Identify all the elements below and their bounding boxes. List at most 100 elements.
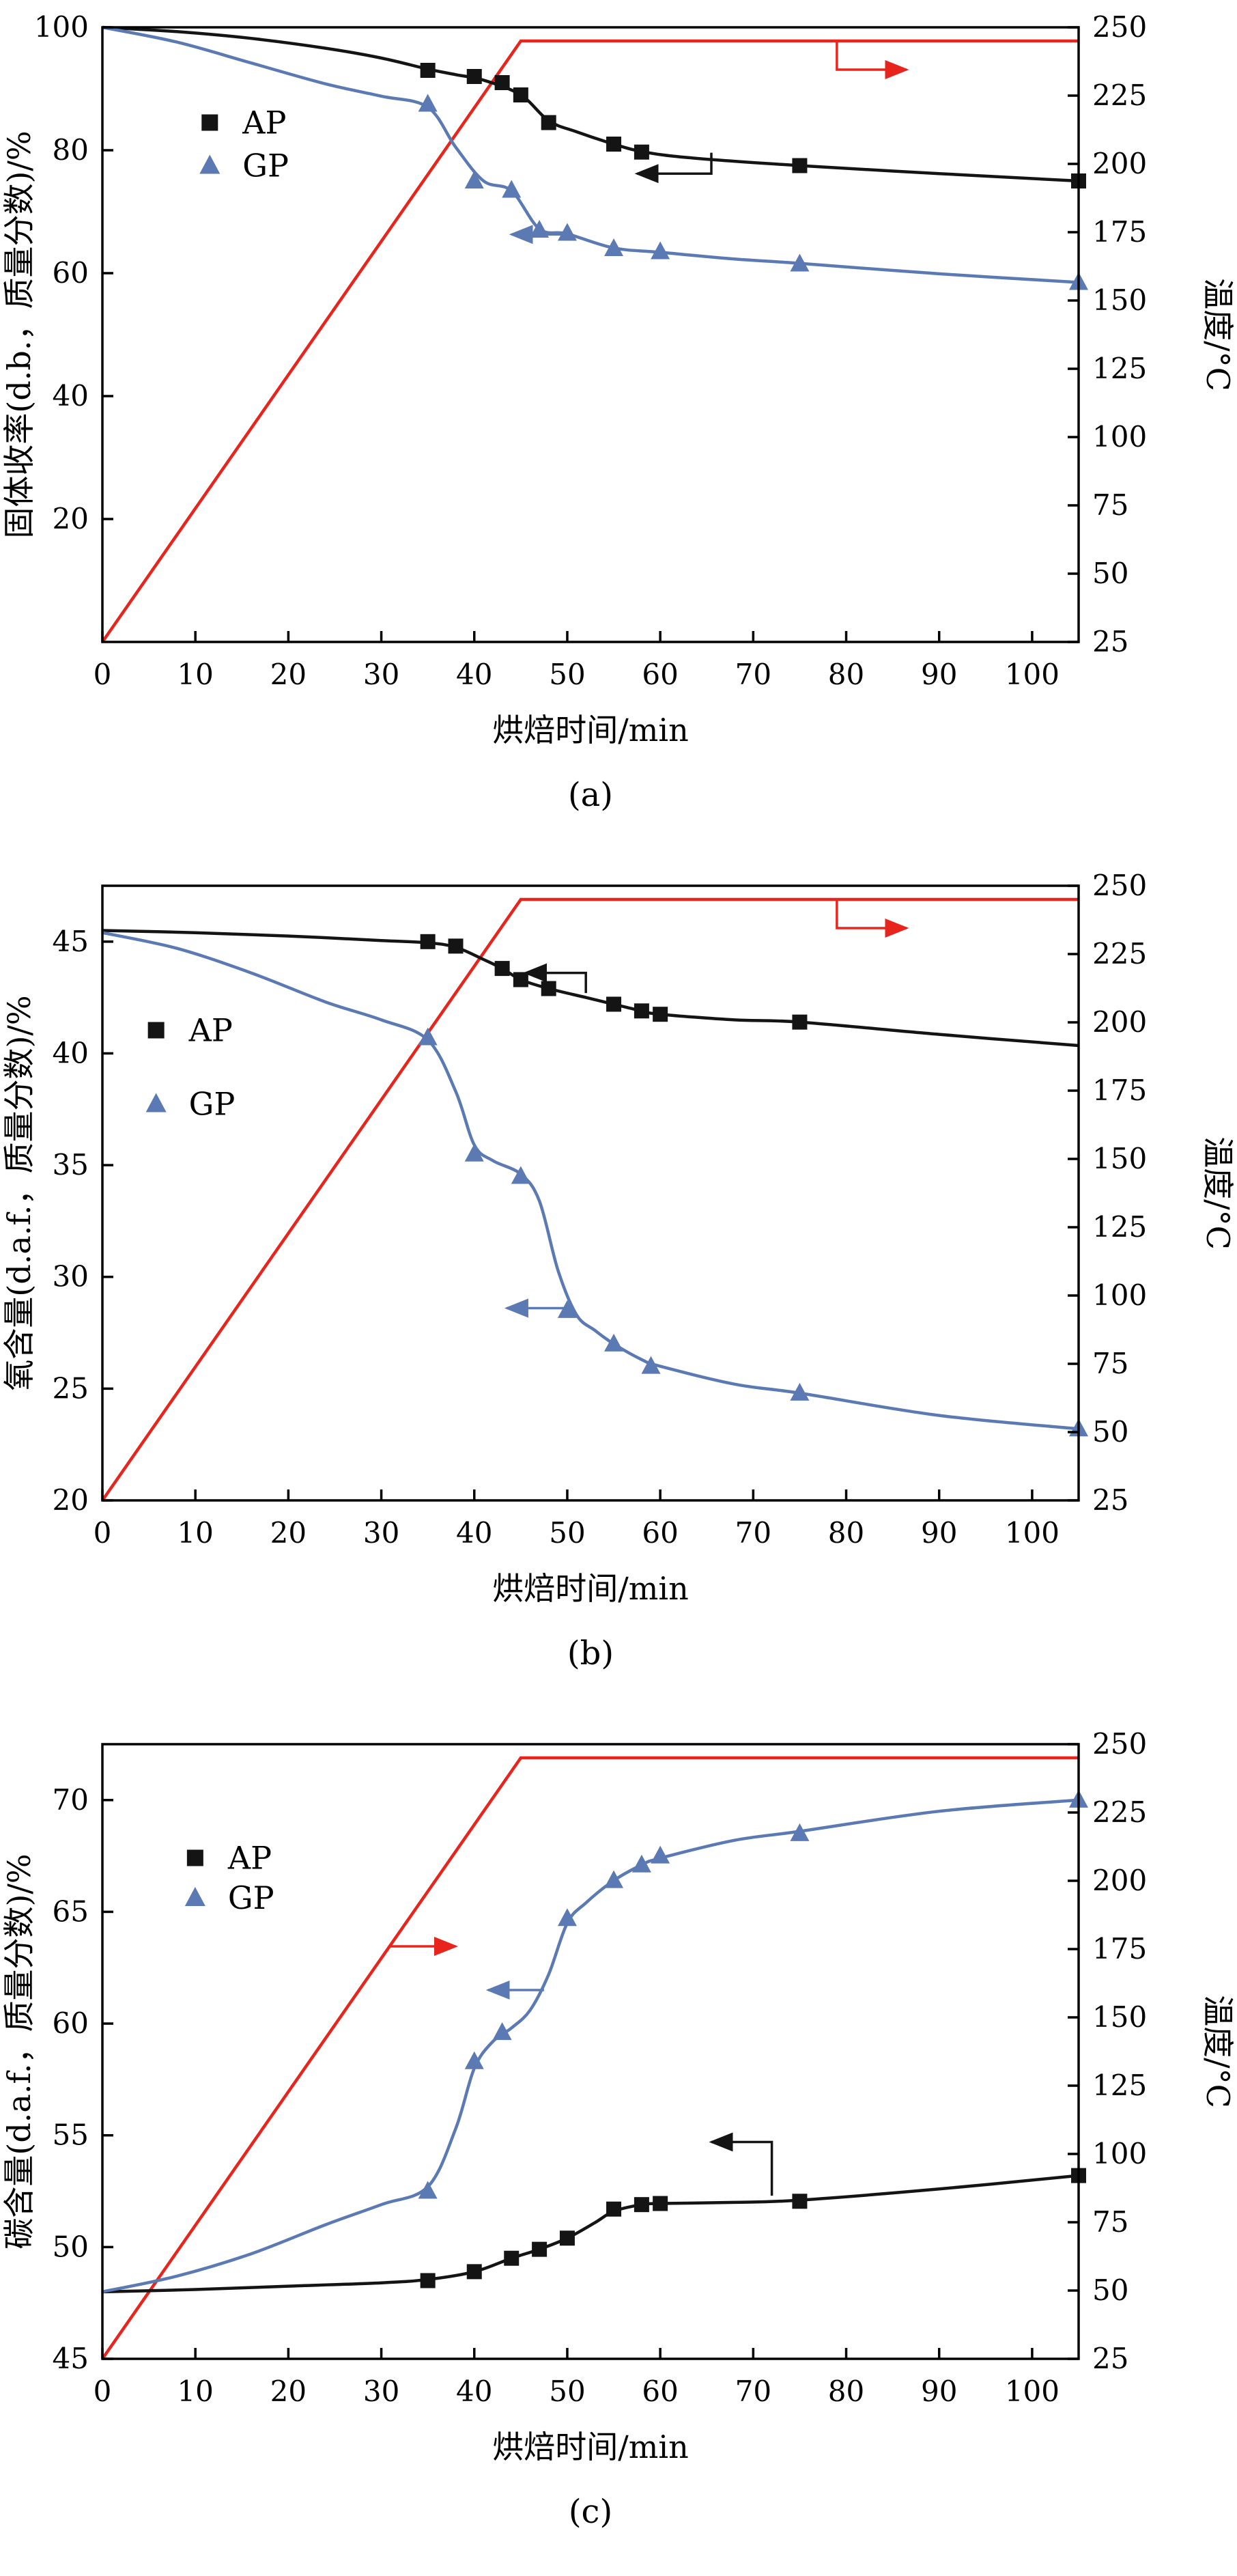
gp-curve (102, 1798, 1079, 2294)
temperature-line (101, 1756, 1079, 2360)
x-tick-label: 100 (1005, 1516, 1060, 1550)
panel-caption: (b) (567, 1634, 614, 1672)
ap-marker (532, 2241, 548, 2257)
left-tick-label: 60 (53, 256, 89, 290)
right-tick-label: 175 (1092, 1074, 1147, 1107)
x-tick-label: 0 (94, 658, 112, 691)
ap-marker (420, 2273, 436, 2288)
gp-marker (492, 2022, 512, 2041)
gp-marker (651, 1845, 670, 1864)
x-tick-label: 80 (828, 658, 864, 691)
right-tick-label: 125 (1092, 2069, 1147, 2102)
gp-marker (604, 238, 624, 256)
right-tick-label: 125 (1092, 1210, 1147, 1244)
gp-marker (557, 223, 577, 241)
left-tick-label: 20 (53, 502, 89, 535)
gp-marker (530, 220, 550, 238)
left-tick-label: 80 (53, 133, 89, 167)
left-tick-label: 20 (53, 1483, 89, 1517)
right-tick-label: 200 (1092, 1005, 1147, 1039)
ap-marker (448, 938, 464, 954)
legend-gp-marker (145, 1093, 167, 1112)
left-axis-label: 碳含量(d.a.f.，质量分数)/% (1, 1853, 38, 2249)
gp-marker (557, 1908, 577, 1927)
ap-marker (420, 63, 436, 78)
gp-marker (651, 241, 670, 260)
ap-marker (606, 137, 622, 152)
x-tick-label: 30 (363, 2375, 399, 2408)
right-tick-label: 25 (1092, 2342, 1128, 2375)
x-tick-label: 40 (456, 1516, 492, 1550)
ap-marker (513, 87, 528, 102)
ap-axis-arrow (709, 2132, 773, 2196)
x-tick-label: 50 (549, 658, 585, 691)
ap-marker (606, 996, 622, 1012)
temperature-line (101, 39, 1079, 643)
panel-c: 0 10 20 30 40 50 60 70 80 90 100 45 50 55 60 65 70 25 50 75… (0, 1717, 1237, 2575)
x-tick-label: 10 (177, 2375, 213, 2408)
ap-curve (102, 25, 1079, 183)
left-tick-label: 65 (53, 1894, 89, 1928)
ap-curve (102, 929, 1079, 1048)
ap-marker (634, 144, 649, 160)
x-tick-label: 30 (363, 1516, 399, 1550)
x-tick-label: 20 (270, 658, 307, 691)
gp-marker (790, 1823, 810, 1841)
x-tick-label: 40 (456, 658, 492, 691)
gp-marker (790, 1382, 810, 1401)
gp-marker (418, 1027, 438, 1046)
ap-marker (634, 1003, 649, 1019)
gp-marker (631, 1854, 651, 1873)
right-tick-label: 75 (1092, 1347, 1128, 1380)
legend-gp-marker (184, 1887, 205, 1906)
x-tick-label: 60 (642, 1516, 678, 1550)
legend-gp-label: GP (189, 1086, 236, 1123)
temp-axis-arrow (836, 41, 909, 79)
legend-ap-label: AP (242, 104, 286, 141)
x-tick-label: 0 (94, 2375, 112, 2408)
right-tick-label: 100 (1092, 420, 1147, 453)
ap-marker (653, 1007, 668, 1022)
gp-marker (790, 253, 810, 272)
left-axis-label: 固体收率(d.b.，质量分数)/% (1, 130, 38, 538)
legend-ap-marker (201, 114, 218, 131)
gp-marker (418, 94, 438, 112)
x-tick-label: 20 (270, 1516, 307, 1550)
legend-ap-marker (186, 1849, 203, 1866)
ap-marker (513, 972, 528, 988)
gp-marker (464, 2051, 484, 2069)
ap-marker (634, 2197, 649, 2213)
right-tick-label: 225 (1092, 937, 1147, 970)
x-tick-label: 90 (921, 658, 957, 691)
chart-b-canvas: 0 10 20 30 40 50 60 70 80 90 100 20 25 30 35 40 45 25 50 75… (1, 869, 1236, 1672)
x-tick-label: 70 (735, 2375, 771, 2408)
right-tick-label: 100 (1092, 1278, 1147, 1312)
right-tick-label: 125 (1092, 352, 1147, 385)
x-tick-label: 10 (177, 1516, 213, 1550)
right-tick-label: 50 (1092, 557, 1128, 590)
right-tick-label: 200 (1092, 147, 1147, 180)
x-tick-label: 30 (363, 658, 399, 691)
ap-marker (606, 2201, 622, 2217)
right-tick-label: 175 (1092, 1932, 1147, 1965)
x-tick-label: 80 (828, 2375, 864, 2408)
ap-marker (792, 1014, 808, 1030)
left-tick-label: 30 (53, 1260, 89, 1293)
gp-marker (502, 180, 522, 198)
right-tick-label: 250 (1092, 869, 1147, 902)
right-tick-label: 150 (1092, 283, 1147, 317)
x-axis-label: 烘焙时间/min (492, 1570, 688, 1607)
gp-marker (511, 1166, 530, 1184)
legend-ap-marker (147, 1022, 165, 1039)
gp-marker (604, 1870, 624, 1888)
right-tick-label: 150 (1092, 1142, 1147, 1175)
x-tick-label: 10 (177, 658, 213, 691)
x-axis-label: 烘焙时间/min (492, 2428, 688, 2465)
ap-marker (792, 2194, 808, 2209)
x-tick-label: 0 (94, 1516, 112, 1550)
ap-marker (792, 158, 808, 173)
right-tick-label: 25 (1092, 625, 1128, 658)
ap-axis-arrow (523, 963, 587, 994)
ap-marker (504, 2250, 520, 2266)
